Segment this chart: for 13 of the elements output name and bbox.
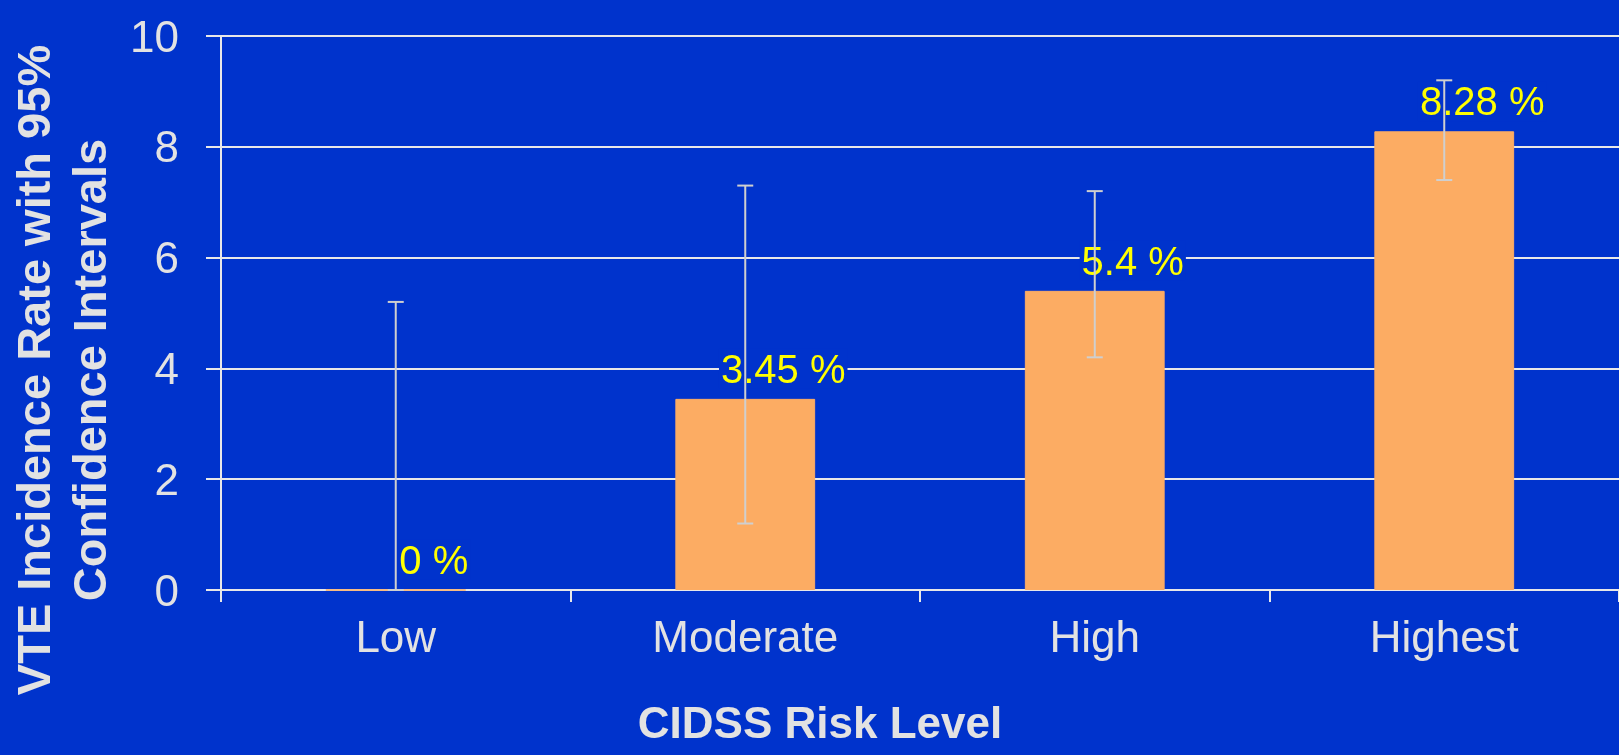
y-tick-label: 8: [154, 122, 179, 172]
x-tick-label: Highest: [1369, 611, 1519, 661]
x-axis-title: CIDSS Risk Level: [637, 697, 1003, 747]
y-axis-title: VTE Incidence Rate with 95% Confidence Intervals: [6, 44, 116, 696]
x-tick-label: Moderate: [652, 611, 839, 661]
data-label: 0 %: [399, 537, 469, 582]
y-tick-label: 0: [154, 565, 179, 615]
x-tick-label: Low: [355, 611, 437, 661]
x-tick-label: High: [1049, 611, 1140, 661]
y-tick-label: 6: [154, 233, 179, 283]
y-tick-label: 10: [130, 11, 179, 61]
y-tick-label: 2: [154, 454, 179, 504]
y-tick-label: 4: [154, 343, 179, 393]
